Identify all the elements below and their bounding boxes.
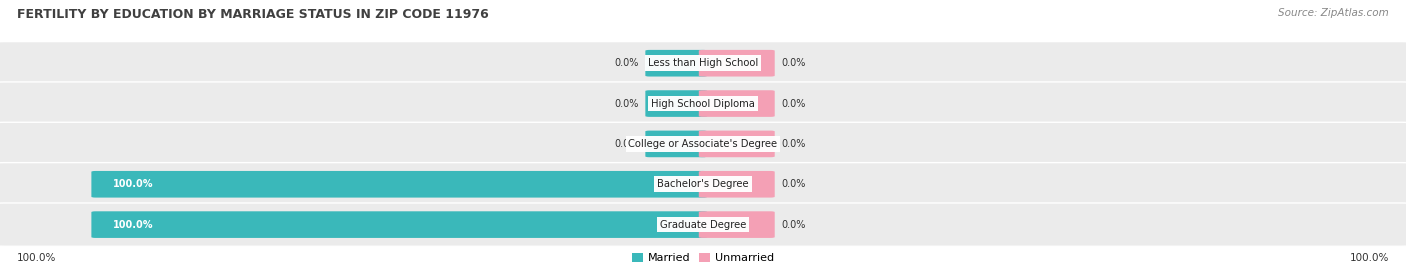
FancyBboxPatch shape [645,50,707,76]
FancyBboxPatch shape [91,211,707,238]
FancyBboxPatch shape [0,82,1406,125]
Text: 0.0%: 0.0% [782,220,806,230]
Text: 100.0%: 100.0% [112,220,153,230]
FancyBboxPatch shape [0,162,1406,206]
FancyBboxPatch shape [0,203,1406,246]
Text: Bachelor's Degree: Bachelor's Degree [657,179,749,189]
Text: Graduate Degree: Graduate Degree [659,220,747,230]
Text: 0.0%: 0.0% [782,179,806,189]
FancyBboxPatch shape [699,211,775,238]
FancyBboxPatch shape [699,171,775,197]
Text: 0.0%: 0.0% [614,139,638,149]
Text: 0.0%: 0.0% [782,98,806,109]
Text: High School Diploma: High School Diploma [651,98,755,109]
FancyBboxPatch shape [645,90,707,117]
FancyBboxPatch shape [91,171,707,197]
Text: 100.0%: 100.0% [17,253,56,263]
Text: College or Associate's Degree: College or Associate's Degree [628,139,778,149]
Text: 100.0%: 100.0% [112,179,153,189]
Legend: Married, Unmarried: Married, Unmarried [633,253,773,263]
Text: FERTILITY BY EDUCATION BY MARRIAGE STATUS IN ZIP CODE 11976: FERTILITY BY EDUCATION BY MARRIAGE STATU… [17,8,489,21]
FancyBboxPatch shape [0,41,1406,85]
Text: 0.0%: 0.0% [782,139,806,149]
Text: Less than High School: Less than High School [648,58,758,68]
FancyBboxPatch shape [699,90,775,117]
Text: 0.0%: 0.0% [614,58,638,68]
Text: 0.0%: 0.0% [782,58,806,68]
Text: Source: ZipAtlas.com: Source: ZipAtlas.com [1278,8,1389,18]
FancyBboxPatch shape [699,50,775,76]
FancyBboxPatch shape [0,122,1406,166]
Text: 0.0%: 0.0% [614,98,638,109]
Text: 100.0%: 100.0% [1350,253,1389,263]
FancyBboxPatch shape [645,131,707,157]
FancyBboxPatch shape [699,131,775,157]
